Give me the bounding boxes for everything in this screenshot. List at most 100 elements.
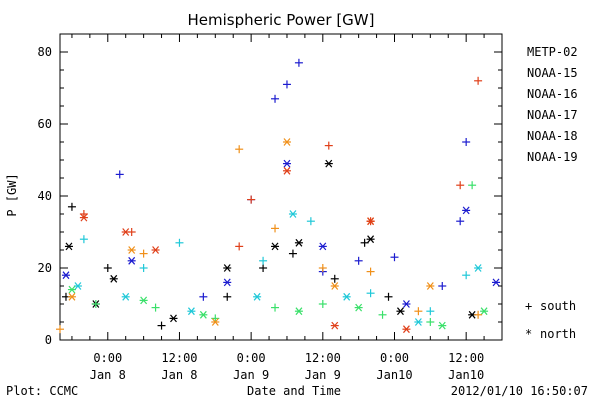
data-point-north [271,242,280,251]
data-point-south [247,195,256,204]
data-point-south [456,217,465,226]
data-point-south [390,253,399,262]
data-point-north [223,278,232,287]
legend-entry: NOAA-18 [527,129,578,143]
x-tick-label-date: Jan 8 [90,368,126,382]
data-point-south [366,267,375,276]
x-tick-label-time: 0:00 [93,351,122,365]
legend-entry: NOAA-17 [527,108,578,122]
data-point-south [91,300,100,308]
data-point-south [235,242,244,251]
data-point-south [103,264,112,272]
data-point-north [462,206,471,215]
data-point-south [259,256,268,265]
data-point-south [139,249,148,258]
data-point-south [414,307,423,316]
data-point-south [223,292,232,301]
data-point-south [139,264,148,272]
data-point-north [402,325,411,334]
data-point-north [294,307,303,316]
marker-label: north [540,327,576,341]
data-point-north [396,307,405,316]
data-point-south [438,282,447,290]
data-point-north [73,282,82,290]
data-point-south [288,249,297,258]
data-point-south [175,238,184,247]
marker-label: south [540,299,576,313]
data-point-south [426,318,435,326]
data-point-north [492,278,501,287]
data-point-north [127,256,136,265]
data-point-north [342,292,351,301]
data-point-north [139,296,148,305]
data-point-south [151,303,160,312]
data-point-south [474,76,483,85]
x-tick-label-date: Jan 9 [233,368,269,382]
data-point-south [468,181,477,190]
data-point-north [64,242,73,251]
data-point-south [235,145,244,154]
x-tick-label-time: 12:00 [448,351,484,365]
data-point-south [384,292,393,301]
y-tick-label: 20 [38,261,52,275]
data-point-south [318,264,327,272]
data-point-north [294,238,303,247]
x-tick-label-time: 0:00 [380,351,409,365]
data-point-south [271,224,280,233]
data-point-north [402,300,411,308]
data-point-north [282,138,291,146]
y-axis-ticks: 0 20 40 60 80 [38,33,502,347]
data-point-south [79,235,88,244]
data-point-north [414,318,423,326]
data-point-north [109,274,118,283]
y-tick-label: 0 [45,333,52,347]
x-tick-label-time: 12:00 [161,351,197,365]
marker-symbol: + [525,299,532,313]
x-axis-ticks: 0:00 Jan 8 12:00 Jan 8 0:00 Jan 9 12:00 Jan 9 0:… [71,34,503,382]
data-point-south [360,238,369,247]
data-point-south [330,274,339,283]
data-point-north [187,307,196,316]
data-point-north [354,303,363,312]
data-point-south [56,325,64,334]
plot-frame [59,33,503,341]
plot-timestamp: 2012/01/10 16:50:07 [451,384,588,398]
legend-entry: METP-02 [527,45,578,59]
data-point-north [426,282,435,290]
data-point-south [306,217,315,226]
data-points [56,58,501,334]
data-point-north [121,228,130,236]
data-point-north [288,210,297,218]
data-point-south [474,310,483,319]
data-point-south [294,58,303,67]
y-tick-label: 60 [38,117,52,131]
marker-symbol: * [525,327,532,341]
data-point-south [456,181,465,190]
data-point-north [438,321,447,330]
data-point-north [474,264,483,272]
x-tick-label-date: Jan10 [448,368,484,382]
legend-entry: NOAA-15 [527,66,578,80]
data-point-north [318,242,327,251]
data-point-north [282,166,291,175]
data-point-north [366,217,375,226]
data-point-south [115,170,124,179]
data-point-north [211,318,220,326]
data-point-south [462,271,471,280]
y-tick-label: 40 [38,189,52,203]
data-point-north [67,292,76,301]
data-point-north [169,314,178,323]
data-point-south [354,256,363,265]
chart-title: Hemispheric Power [GW] [188,11,375,29]
data-point-south [271,94,280,103]
x-tick-label-time: 0:00 [237,351,266,365]
series-legend: METP-02 NOAA-15 NOAA-16 NOAA-17 NOAA-18 NOAA-… [527,45,578,164]
data-point-north [480,307,489,316]
data-point-south [318,300,327,308]
data-point-south [366,289,375,298]
data-point-north [67,285,76,294]
plot-credit: Plot: CCMC [6,384,78,398]
data-point-south [282,80,291,89]
data-point-north [151,246,160,254]
